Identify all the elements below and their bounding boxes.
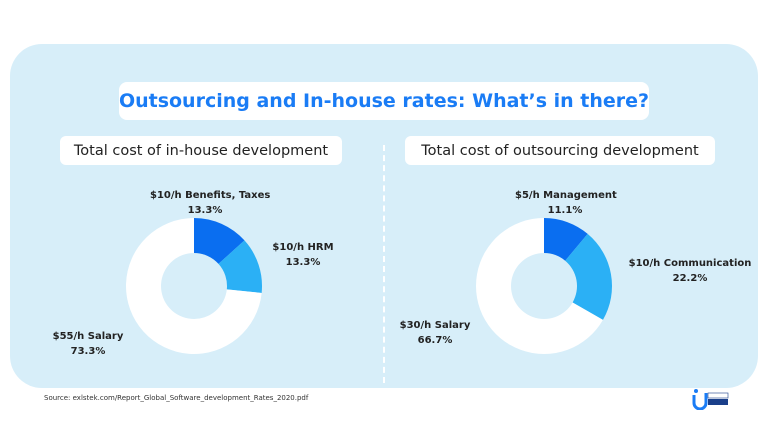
divider bbox=[383, 145, 385, 383]
label-out-0: $5/h Management 11.1% bbox=[515, 190, 617, 216]
donut-slice-1-0 bbox=[544, 218, 588, 261]
source-text: Source: exlstek.com/Report_Global_Softwa… bbox=[44, 394, 309, 402]
donut-slice-1-1 bbox=[565, 233, 612, 320]
label-out-1: $10/h Communication 22.2% bbox=[628, 258, 752, 284]
label-inhouse-0: $10/h Benefits, Taxes 13.3% bbox=[150, 190, 271, 216]
donut-slice-0-0 bbox=[194, 218, 245, 264]
donut-slice-1-2 bbox=[476, 218, 603, 354]
label-inhouse-2: $55/h Salary 73.3% bbox=[52, 331, 124, 357]
label-out-2: $30/h Salary 66.7% bbox=[399, 320, 471, 346]
logo-icon bbox=[692, 389, 729, 410]
chart-title-inhouse: Total cost of in-house development bbox=[60, 136, 342, 165]
donut-slice-0-2 bbox=[126, 218, 262, 354]
label-inhouse-1: $10/h HRM 13.3% bbox=[272, 242, 334, 268]
donut-slice-0-1 bbox=[218, 240, 262, 293]
chart-title-outsourcing: Total cost of outsourcing development bbox=[405, 136, 715, 165]
page-title: Outsourcing and In-house rates: What’s i… bbox=[119, 82, 649, 120]
